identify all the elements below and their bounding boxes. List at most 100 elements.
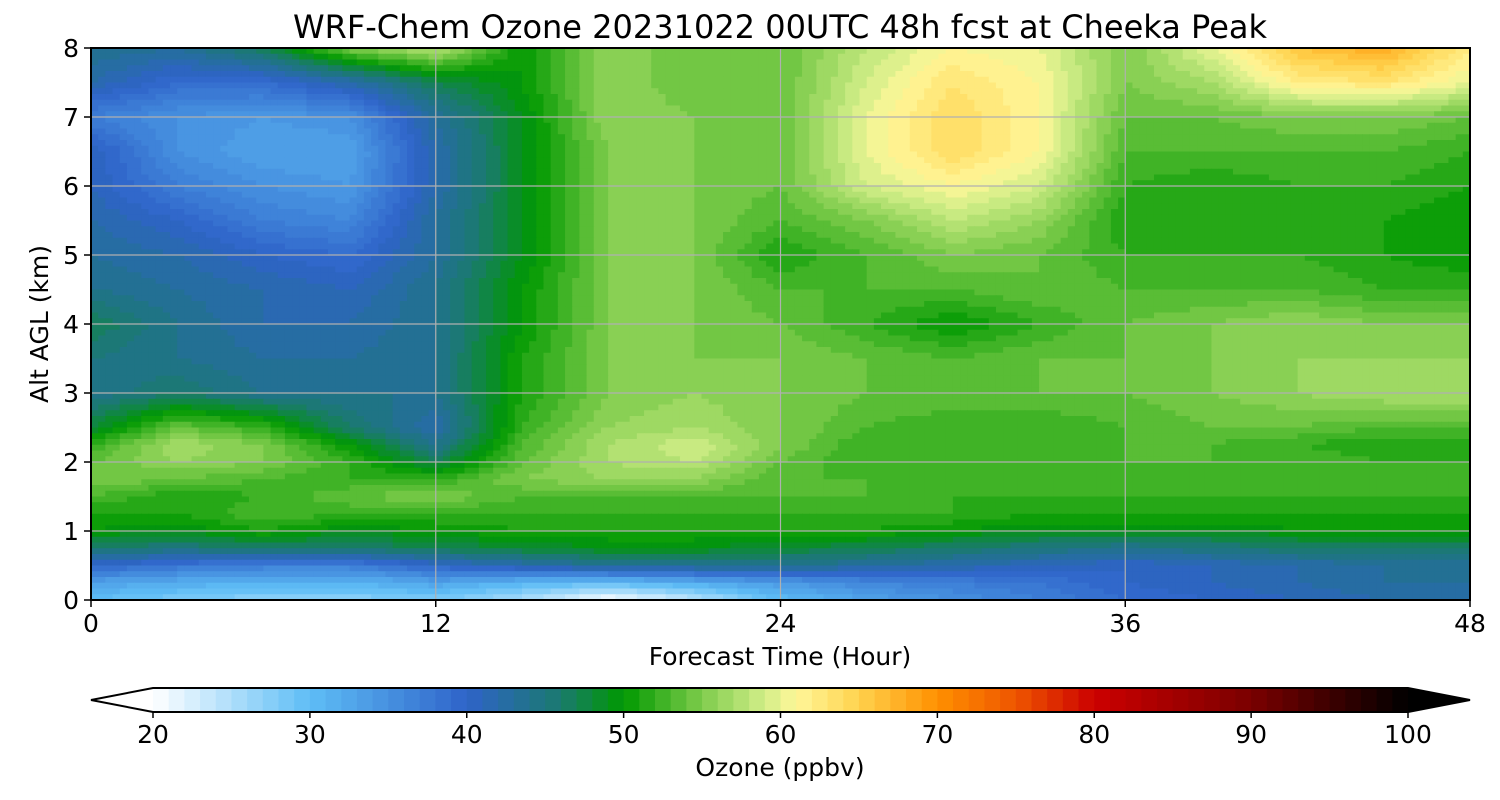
heatmap-cell [1362, 82, 1371, 89]
heatmap-cell [916, 168, 925, 176]
heatmap-cell [1003, 122, 1011, 130]
heatmap-cell [672, 168, 681, 176]
heatmap-cell [363, 191, 372, 199]
heatmap-cell [924, 117, 932, 124]
heatmap-cell [1225, 94, 1234, 101]
heatmap-cell [1254, 99, 1263, 107]
heatmap-cell [766, 111, 774, 118]
heatmap-cell [615, 65, 624, 72]
heatmap-cell [737, 157, 746, 164]
heatmap-cell [1283, 99, 1292, 107]
heatmap-cell [1383, 88, 1392, 95]
heatmap-cell [895, 163, 904, 170]
heatmap-cell [730, 145, 738, 153]
heatmap-cell [823, 76, 832, 84]
heatmap-cell [1240, 94, 1248, 101]
heatmap-cell [1297, 94, 1306, 101]
heatmap-cell [600, 134, 609, 141]
heatmap-cell [622, 174, 631, 181]
heatmap-cell [916, 59, 925, 66]
heatmap-cell [1448, 76, 1457, 84]
heatmap-cell [708, 128, 717, 135]
heatmap-cell [708, 151, 717, 158]
heatmap-cell [98, 128, 106, 135]
heatmap-cell [521, 122, 530, 130]
heatmap-cell [873, 191, 882, 199]
heatmap-cell [881, 59, 889, 66]
heatmap-cell [945, 76, 954, 84]
heatmap-cell [730, 88, 738, 95]
heatmap-cell [960, 157, 968, 164]
heatmap-cell [1003, 82, 1011, 89]
heatmap-cell [837, 65, 846, 72]
heatmap-cell [1031, 48, 1040, 55]
heatmap-cell [220, 128, 229, 135]
heatmap-cell [837, 191, 846, 199]
heatmap-cell [471, 117, 480, 124]
heatmap-cell [1211, 128, 1220, 135]
heatmap-cell [1189, 76, 1198, 84]
heatmap-cell [600, 140, 609, 147]
heatmap-cell [873, 151, 882, 158]
heatmap-cell [306, 128, 315, 135]
heatmap-cell [98, 65, 106, 72]
heatmap-cell [845, 168, 853, 176]
heatmap-cell [1211, 65, 1220, 72]
heatmap-cell [1254, 128, 1263, 135]
heatmap-cell [155, 53, 164, 61]
heatmap-cell [758, 59, 767, 66]
heatmap-cell [471, 82, 480, 89]
heatmap-cell [1082, 168, 1090, 176]
heatmap-cell [162, 157, 171, 164]
heatmap-cell [557, 53, 566, 61]
heatmap-cell [371, 163, 379, 170]
heatmap-cell [500, 105, 509, 112]
heatmap-cell [1355, 174, 1363, 181]
heatmap-cell [644, 82, 652, 89]
heatmap-cell [1139, 53, 1148, 61]
heatmap-cell [184, 117, 193, 124]
heatmap-cell [1096, 99, 1105, 107]
heatmap-cell [708, 48, 717, 55]
heatmap-cell [1448, 117, 1457, 124]
heatmap-cell [543, 186, 552, 193]
heatmap-cell [1290, 180, 1299, 187]
heatmap-cell [1110, 186, 1119, 193]
heatmap-cell [1182, 145, 1191, 153]
heatmap-cell [974, 191, 983, 199]
heatmap-cell [98, 71, 106, 78]
heatmap-cell [126, 76, 135, 84]
heatmap-cell [1182, 128, 1191, 135]
heatmap-cell [988, 53, 997, 61]
heatmap-cell [1434, 122, 1442, 130]
heatmap-cell [1290, 53, 1299, 61]
heatmap-cell [1290, 186, 1299, 193]
heatmap-cell [1118, 105, 1126, 112]
heatmap-cell [672, 71, 681, 78]
heatmap-cell [615, 99, 624, 107]
heatmap-cell [1161, 53, 1169, 61]
heatmap-cell [1168, 99, 1177, 107]
heatmap-cell [773, 76, 782, 84]
heatmap-cell [1412, 134, 1421, 141]
heatmap-cell [191, 71, 200, 78]
heatmap-cell [888, 168, 897, 176]
heatmap-cell [1182, 105, 1191, 112]
heatmap-cell [1204, 59, 1213, 66]
heatmap-cell [672, 151, 681, 158]
heatmap-cell [378, 59, 387, 66]
heatmap-cell [687, 163, 695, 170]
heatmap-cell [730, 94, 738, 101]
heatmap-cell [845, 128, 853, 135]
heatmap-cell [198, 71, 207, 78]
heatmap-cell [1139, 99, 1148, 107]
heatmap-cell [895, 180, 904, 187]
heatmap-cell [1039, 168, 1047, 176]
heatmap-cell [486, 82, 494, 89]
heatmap-cell [780, 117, 789, 124]
heatmap-cell [1103, 163, 1112, 170]
heatmap-cell [895, 76, 904, 84]
heatmap-cell [1434, 59, 1442, 66]
heatmap-cell [715, 151, 724, 158]
heatmap-cell [543, 168, 552, 176]
